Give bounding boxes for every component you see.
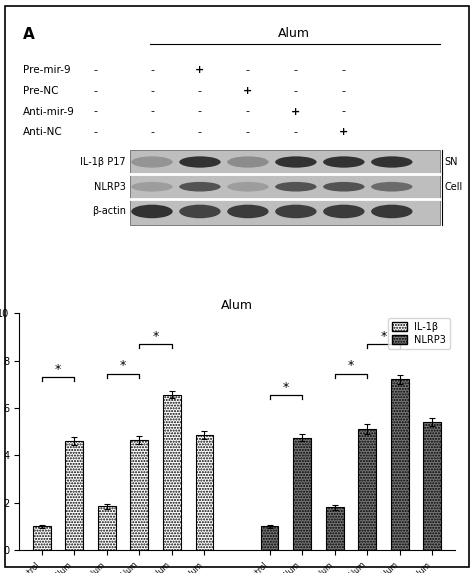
Text: -: - <box>246 127 250 137</box>
Text: *: * <box>153 329 159 343</box>
Text: +: + <box>291 107 301 116</box>
Bar <box>163 395 181 550</box>
Ellipse shape <box>323 182 365 191</box>
Text: SN: SN <box>444 157 457 167</box>
Text: Cell: Cell <box>444 182 463 192</box>
Bar <box>423 422 441 550</box>
Text: IL-1β P17: IL-1β P17 <box>80 157 126 167</box>
Text: -: - <box>342 107 346 116</box>
Text: Pre-mir-9: Pre-mir-9 <box>23 65 71 75</box>
Ellipse shape <box>275 156 317 168</box>
Bar <box>358 429 376 550</box>
Ellipse shape <box>371 205 412 218</box>
Ellipse shape <box>275 182 317 191</box>
Ellipse shape <box>179 156 220 168</box>
Text: *: * <box>348 359 354 372</box>
Text: -: - <box>93 65 97 75</box>
Ellipse shape <box>179 182 220 191</box>
Text: -: - <box>93 127 97 137</box>
Text: -: - <box>198 107 202 116</box>
Text: Anti-NC: Anti-NC <box>23 127 63 137</box>
Text: +: + <box>195 65 205 75</box>
Text: -: - <box>198 127 202 137</box>
Text: NLRP3: NLRP3 <box>94 182 126 192</box>
Title: Alum: Alum <box>221 299 253 312</box>
Text: -: - <box>342 65 346 75</box>
Text: -: - <box>93 107 97 116</box>
Text: -: - <box>294 86 298 96</box>
Text: -: - <box>246 107 250 116</box>
Text: -: - <box>342 86 346 96</box>
Bar <box>65 441 83 550</box>
Text: A: A <box>23 27 35 42</box>
Text: -: - <box>150 127 154 137</box>
Legend: IL-1β, NLRP3: IL-1β, NLRP3 <box>388 318 450 349</box>
Bar <box>293 438 311 550</box>
Text: -: - <box>150 65 154 75</box>
Bar <box>326 508 344 550</box>
Ellipse shape <box>227 156 269 168</box>
Text: Alum: Alum <box>278 27 310 40</box>
Ellipse shape <box>275 205 317 218</box>
Text: β-actin: β-actin <box>92 206 126 217</box>
Bar <box>98 506 116 550</box>
Bar <box>195 435 213 550</box>
Text: -: - <box>93 86 97 96</box>
Text: *: * <box>380 329 387 343</box>
Text: *: * <box>120 359 126 372</box>
Ellipse shape <box>371 182 412 191</box>
Bar <box>261 527 279 550</box>
Text: *: * <box>283 380 289 394</box>
Text: -: - <box>198 86 202 96</box>
Ellipse shape <box>131 182 173 191</box>
Ellipse shape <box>371 156 412 168</box>
Bar <box>33 527 51 550</box>
Text: -: - <box>150 86 154 96</box>
Text: +: + <box>339 127 348 137</box>
Text: -: - <box>294 127 298 137</box>
Text: *: * <box>55 363 61 376</box>
Ellipse shape <box>323 205 365 218</box>
Text: Anti-mir-9: Anti-mir-9 <box>23 107 75 116</box>
Bar <box>391 379 409 550</box>
Text: Pre-NC: Pre-NC <box>23 86 59 96</box>
Bar <box>130 150 440 225</box>
Ellipse shape <box>131 205 173 218</box>
Text: -: - <box>150 107 154 116</box>
Text: +: + <box>243 86 253 96</box>
Bar <box>130 440 148 550</box>
Ellipse shape <box>131 156 173 168</box>
Ellipse shape <box>179 205 220 218</box>
Ellipse shape <box>227 205 269 218</box>
Ellipse shape <box>323 156 365 168</box>
Ellipse shape <box>227 182 269 191</box>
Text: -: - <box>246 65 250 75</box>
Text: -: - <box>294 65 298 75</box>
